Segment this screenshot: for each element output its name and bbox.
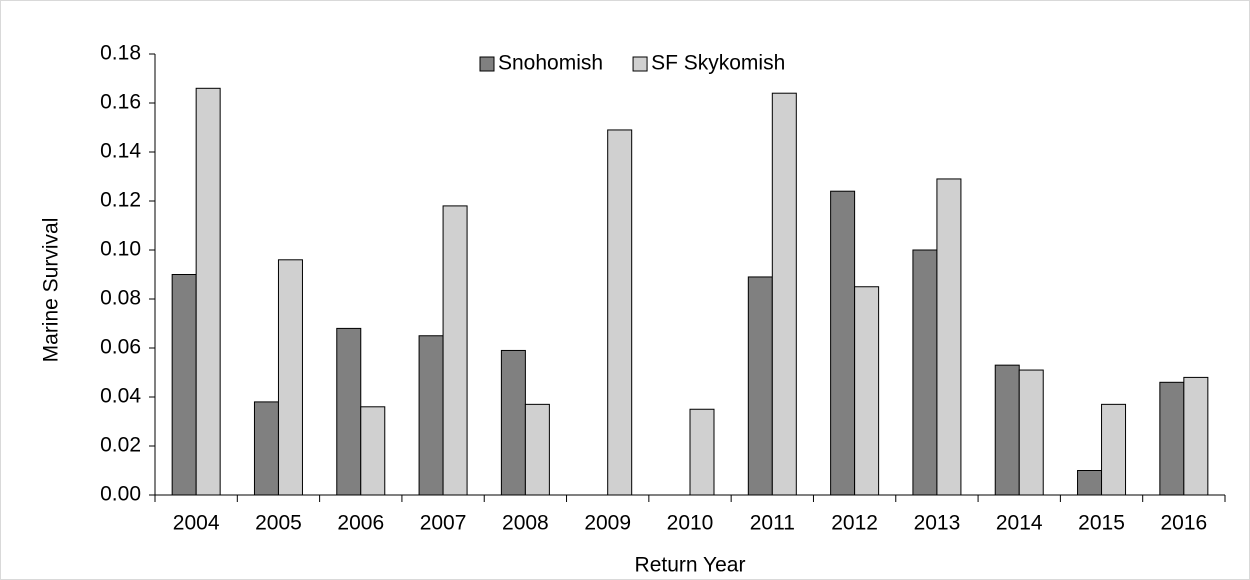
bar bbox=[195, 87, 221, 496]
y-tick-label: 0.06 bbox=[100, 336, 141, 359]
y-tick-label: 0.18 bbox=[100, 42, 141, 65]
y-tick-label: 0.08 bbox=[100, 287, 141, 310]
bar bbox=[1183, 376, 1209, 496]
x-tick-label: 2010 bbox=[667, 512, 714, 535]
bar bbox=[253, 401, 279, 496]
x-tick-label: 2004 bbox=[173, 512, 220, 535]
x-tick-label: 2011 bbox=[750, 512, 795, 535]
x-tick-label: 2015 bbox=[1078, 512, 1125, 535]
y-axis-title: Marine Survival bbox=[40, 218, 63, 363]
bar bbox=[1018, 369, 1044, 496]
x-tick-label: 2013 bbox=[914, 512, 961, 535]
x-tick-label: 2016 bbox=[1160, 512, 1207, 535]
y-tick-label: 0.00 bbox=[100, 483, 141, 506]
x-tick-label: 2014 bbox=[996, 512, 1043, 535]
y-tick-label: 0.04 bbox=[100, 385, 141, 408]
y-tick-label: 0.12 bbox=[100, 189, 141, 212]
bar bbox=[442, 205, 468, 496]
y-tick-label: 0.10 bbox=[100, 238, 141, 261]
y-tick-label: 0.02 bbox=[100, 434, 141, 457]
legend-swatch bbox=[479, 56, 495, 72]
bar bbox=[1077, 470, 1103, 496]
bar bbox=[500, 349, 526, 496]
bar bbox=[607, 129, 633, 496]
bar bbox=[912, 249, 938, 496]
bar bbox=[171, 274, 197, 496]
x-tick-label: 2005 bbox=[255, 512, 302, 535]
x-axis-title: Return Year bbox=[635, 554, 746, 577]
bar bbox=[1159, 381, 1185, 496]
bar bbox=[524, 403, 550, 496]
bar bbox=[747, 276, 773, 496]
bar bbox=[936, 178, 962, 496]
bar bbox=[994, 364, 1020, 496]
y-tick-label: 0.14 bbox=[100, 140, 141, 163]
bar bbox=[689, 408, 715, 496]
bar bbox=[360, 406, 386, 496]
bar bbox=[336, 327, 362, 496]
x-tick-label: 2008 bbox=[502, 512, 549, 535]
bar bbox=[771, 92, 797, 496]
y-tick-label: 0.16 bbox=[100, 91, 141, 114]
legend-label: Snohomish bbox=[498, 52, 603, 75]
bar bbox=[830, 190, 856, 496]
bar bbox=[854, 286, 880, 496]
legend-label: SF Skykomish bbox=[651, 52, 785, 75]
x-tick-label: 2009 bbox=[584, 512, 631, 535]
bar bbox=[277, 259, 303, 496]
bar bbox=[418, 335, 444, 496]
x-tick-label: 2012 bbox=[831, 512, 878, 535]
bar bbox=[1101, 403, 1127, 496]
x-tick-label: 2007 bbox=[420, 512, 467, 535]
legend-swatch bbox=[632, 56, 648, 72]
x-tick-label: 2006 bbox=[337, 512, 384, 535]
